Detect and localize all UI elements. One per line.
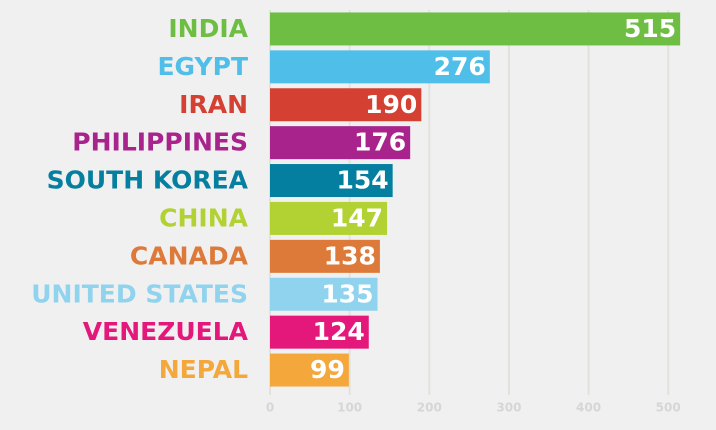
category-label: CANADA [130, 241, 249, 270]
x-tick-label: 100 [337, 401, 362, 415]
bar [270, 353, 349, 387]
category-label: NEPAL [159, 355, 248, 384]
category-label: VENEZUELA [83, 317, 249, 346]
category-label: EGYPT [157, 52, 248, 81]
x-tick-label: 0 [266, 401, 274, 415]
x-tick-label: 300 [496, 401, 521, 415]
x-tick-label: 500 [656, 401, 681, 415]
bar [270, 201, 388, 235]
category-label: SOUTH KOREA [47, 166, 249, 195]
value-label: 515 [624, 14, 676, 43]
bar [270, 12, 681, 46]
bar [270, 239, 380, 273]
value-label: 276 [434, 52, 486, 81]
value-label: 135 [321, 279, 373, 308]
x-tick-label: 200 [417, 401, 442, 415]
bar [270, 164, 393, 198]
bar [270, 315, 369, 349]
category-label: CHINA [159, 203, 248, 232]
value-label: 190 [365, 90, 417, 119]
value-label: 99 [310, 355, 345, 384]
bar [270, 88, 422, 122]
bar [270, 277, 378, 311]
bar [270, 126, 411, 160]
category-label: IRAN [179, 90, 248, 119]
value-label: 124 [313, 317, 365, 346]
value-label: 154 [336, 166, 388, 195]
value-label: 147 [331, 203, 383, 232]
value-label: 176 [354, 128, 406, 157]
x-tick-label: 400 [576, 401, 601, 415]
value-label: 138 [324, 241, 376, 270]
category-label: INDIA [168, 14, 248, 43]
bar [270, 50, 490, 84]
category-label: PHILIPPINES [72, 128, 248, 157]
category-label: UNITED STATES [31, 279, 248, 308]
